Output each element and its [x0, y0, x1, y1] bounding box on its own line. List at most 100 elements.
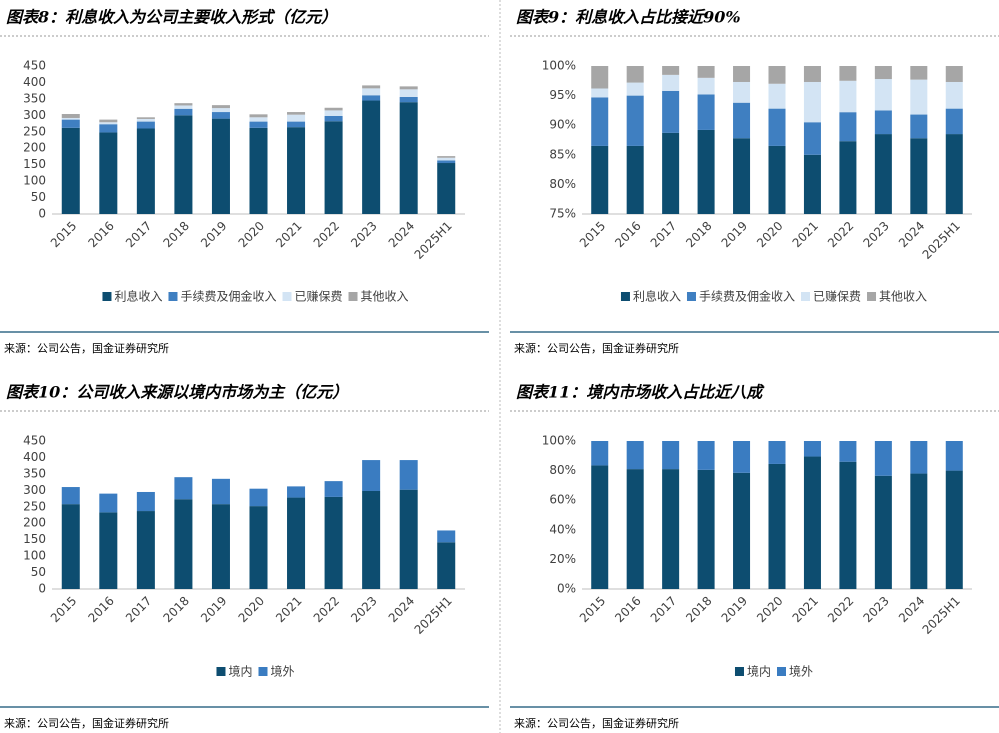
bar-segment [211, 105, 230, 109]
y-tick-label: 100% [542, 434, 576, 448]
bar-segment [399, 102, 418, 214]
bar-segment [839, 461, 857, 589]
source-note: 来源：公司公告，国金证券研究所 [4, 716, 169, 730]
legend-swatch [867, 292, 877, 301]
bar-segment [874, 66, 892, 80]
bar-segment [362, 490, 381, 589]
bar-segment [768, 83, 786, 109]
bar-segment [839, 80, 857, 113]
bar-segment [591, 145, 609, 214]
bar-segment [437, 530, 456, 543]
bar-segment [910, 79, 928, 115]
bar-segment [249, 121, 268, 128]
bar-segment [591, 97, 609, 146]
x-tick-label: 2025H1 [412, 594, 455, 637]
legend-swatch [734, 667, 744, 676]
bar-segment [249, 127, 268, 214]
y-tick-label: 150 [23, 532, 46, 546]
legend-label: 境外 [789, 664, 813, 679]
y-tick-label: 350 [23, 91, 46, 105]
bar-segment [945, 108, 963, 135]
bar-segment [437, 160, 456, 164]
bar-segment [362, 460, 381, 491]
y-tick-label: 100% [542, 59, 576, 73]
bar-segment [399, 489, 418, 589]
legend-swatch [168, 292, 178, 301]
bar-segment [99, 512, 118, 589]
legend-label: 手续费及佣金收入 [180, 289, 276, 304]
x-tick-label: 2022 [825, 594, 856, 625]
bar-segment [626, 441, 644, 470]
legend-swatch [686, 292, 696, 301]
bar-segment [768, 108, 786, 146]
bar-segment [61, 117, 80, 120]
x-tick-label: 2019 [198, 594, 229, 625]
legend-swatch [282, 292, 292, 301]
bar-segment [768, 463, 786, 589]
legend-swatch [777, 667, 786, 676]
x-tick-label: 2015 [577, 594, 608, 625]
panel-title: 图表8：利息收入为公司主要收入形式（亿元） [6, 8, 337, 27]
bar-segment [733, 472, 751, 589]
bar-segment [437, 156, 456, 158]
legend-label: 境外 [271, 664, 295, 679]
y-tick-label: 100 [23, 174, 46, 188]
bar-segment [287, 497, 306, 589]
bar-segment [910, 66, 928, 80]
bar-segment [61, 127, 80, 214]
y-tick-label: 450 [23, 59, 46, 73]
y-tick-label: 300 [23, 483, 46, 497]
x-tick-label: 2021 [273, 219, 304, 250]
bar-segment [945, 81, 963, 109]
x-tick-label: 2022 [311, 594, 342, 625]
x-tick-label: 2024 [386, 594, 417, 625]
bar-segment [874, 441, 892, 476]
y-tick-label: 80% [549, 463, 576, 477]
y-tick-label: 300 [23, 108, 46, 122]
x-tick-label: 2017 [123, 594, 154, 625]
bar-segment [910, 473, 928, 589]
bar-segment [803, 81, 821, 123]
bar-segment [803, 154, 821, 214]
x-tick-label: 2022 [311, 219, 342, 250]
bar-segment [874, 110, 892, 135]
x-tick-label: 2016 [85, 594, 116, 625]
x-tick-label: 2023 [860, 594, 891, 625]
bar-segment [174, 103, 193, 106]
bar-segment [768, 441, 786, 464]
source-note: 来源：公司公告，国金证券研究所 [514, 716, 679, 730]
x-tick-label: 2024 [896, 219, 927, 250]
y-tick-label: 90% [549, 118, 576, 132]
bar-segment [733, 102, 751, 139]
bar-segment [99, 119, 118, 123]
legend-swatch [102, 292, 112, 301]
bar-segment [211, 112, 230, 119]
bar-segment [697, 441, 715, 470]
y-tick-label: 0% [557, 582, 576, 596]
bar-segment [174, 108, 193, 116]
bar-segment [287, 127, 306, 214]
x-tick-label: 2017 [648, 219, 679, 250]
bar-segment [211, 504, 230, 589]
bar-segment [99, 132, 118, 214]
y-tick-label: 250 [23, 499, 46, 513]
legend-label: 境内 [228, 664, 252, 679]
x-tick-label: 2020 [236, 219, 267, 250]
bar-segment [61, 119, 80, 128]
bar-segment [803, 122, 821, 155]
bar-segment [591, 88, 609, 98]
bar-segment [803, 66, 821, 82]
bar-segment [591, 66, 609, 89]
bar-segment [136, 118, 155, 122]
x-tick-label: 2023 [348, 594, 379, 625]
bar-segment [910, 138, 928, 214]
legend-label: 其他收入 [361, 290, 409, 304]
bar-segment [910, 114, 928, 139]
bar-segment [662, 66, 680, 75]
bar-segment [249, 117, 268, 122]
legend-swatch [348, 292, 358, 301]
panel-title: 图表11：境内市场收入占比近八成 [516, 383, 765, 402]
bar-segment [399, 86, 418, 90]
bar-segment [136, 491, 155, 512]
legend-swatch [216, 667, 226, 676]
